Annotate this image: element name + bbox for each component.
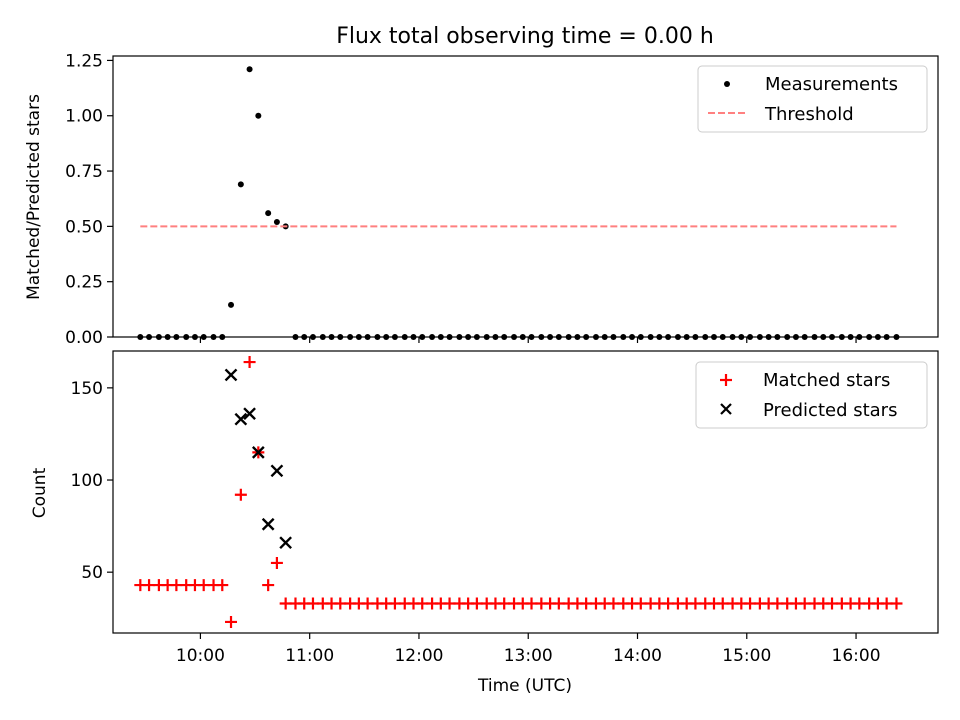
bottom-y-tick-label: 100 bbox=[71, 471, 103, 491]
top-axes-frame bbox=[112, 55, 939, 338]
predicted-stars-point bbox=[224, 368, 238, 382]
legend-threshold-label: Threshold bbox=[764, 104, 854, 125]
measurements-point bbox=[246, 66, 253, 73]
legend-measurements-label: Measurements bbox=[765, 74, 898, 95]
top-panel: 0.00 0.25 0.50 0.75 1.00 1.25 Matched/Predict… bbox=[24, 51, 939, 348]
bottom-y-axis-label: Count bbox=[30, 467, 50, 518]
bottom-legend: Matched stars Predicted stars bbox=[695, 361, 928, 429]
x-axis-label: Time (UTC) bbox=[477, 676, 572, 696]
legend-matched-marker bbox=[720, 374, 732, 386]
top-y-tick-label: 0.50 bbox=[65, 217, 103, 237]
top-y-tick-label: 0.75 bbox=[65, 162, 103, 182]
top-y-tick-label: 1.25 bbox=[65, 51, 103, 71]
x-tick-label: 15:00 bbox=[722, 646, 771, 666]
matched-stars-point bbox=[243, 356, 256, 369]
measurements-point bbox=[273, 218, 280, 225]
legend-predicted-label: Predicted stars bbox=[763, 400, 897, 421]
x-tick-label: 12:00 bbox=[394, 646, 443, 666]
measurements-point bbox=[255, 112, 262, 119]
matched-stars-point bbox=[890, 597, 903, 610]
predicted-stars-point bbox=[251, 446, 265, 459]
matched-stars-point bbox=[270, 556, 283, 569]
predicted-stars-point bbox=[279, 536, 292, 550]
top-y-tick-label: 1.00 bbox=[65, 107, 103, 127]
top-legend-box bbox=[697, 65, 928, 133]
bottom-panel: 50 100 150 10:00 11:00 12:00 13:00 14:00 15:00 1… bbox=[30, 350, 939, 696]
legend-matched-label: Matched stars bbox=[763, 370, 890, 391]
matched-stars-point bbox=[225, 615, 238, 628]
bottom-legend-box bbox=[695, 361, 928, 429]
matched-stars-point bbox=[262, 579, 275, 592]
x-tick-label: 13:00 bbox=[504, 646, 553, 666]
x-tick-label: 11:00 bbox=[285, 646, 334, 666]
measurements-point bbox=[228, 301, 235, 308]
top-y-tick-label: 0.25 bbox=[65, 273, 103, 293]
matched-stars-point bbox=[216, 579, 229, 592]
legend-predicted-marker bbox=[720, 403, 732, 415]
predicted-stars-point bbox=[261, 517, 275, 531]
chart-title: Flux total observing time = 0.00 h bbox=[336, 24, 714, 49]
predicted-stars-point bbox=[234, 412, 248, 426]
bottom-axes-frame bbox=[112, 350, 939, 634]
predicted-stars-point bbox=[270, 464, 284, 478]
bottom-y-tick-label: 50 bbox=[81, 563, 103, 583]
legend-measurements-marker bbox=[724, 81, 730, 87]
measurements-point bbox=[237, 181, 244, 188]
x-tick-label: 14:00 bbox=[613, 646, 662, 666]
measurements-point bbox=[265, 210, 272, 217]
top-y-axis-label: Matched/Predicted stars bbox=[24, 94, 44, 300]
x-tick-label: 10:00 bbox=[176, 646, 225, 666]
predicted-stars-point bbox=[243, 407, 256, 421]
bottom-y-tick-label: 150 bbox=[71, 379, 103, 399]
top-legend: Measurements Threshold bbox=[697, 65, 928, 133]
x-tick-label: 16:00 bbox=[832, 646, 881, 666]
matched-stars-point bbox=[234, 488, 247, 501]
top-y-tick-label: 0.00 bbox=[65, 328, 103, 348]
